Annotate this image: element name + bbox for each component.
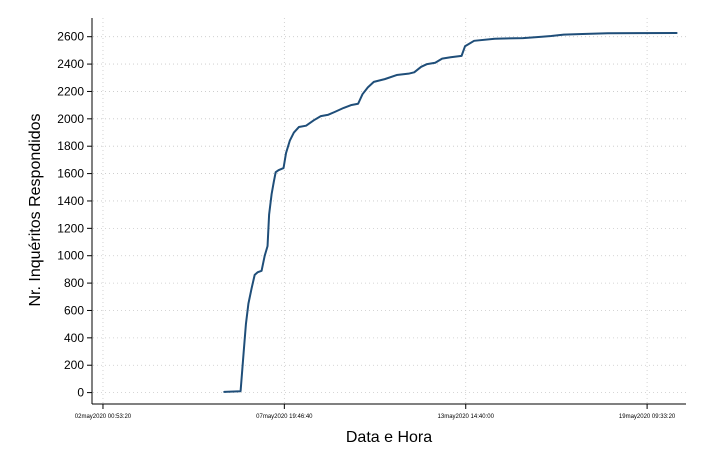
grid-lines xyxy=(93,18,686,403)
series-layer xyxy=(223,32,678,393)
y-tick-label: 800 xyxy=(64,276,84,290)
x-tick-label: 07may2020 19:46:40 xyxy=(256,414,313,420)
series-line xyxy=(223,32,678,393)
x-tick-label: 13may2020 14:40:00 xyxy=(438,414,495,420)
y-tick-label: 1400 xyxy=(57,194,84,208)
y-tick-label: 0 xyxy=(77,386,84,400)
x-axis-ticks: 02may2020 00:53:20 07may2020 19:46:40 13ma… xyxy=(75,404,676,420)
y-tick-label: 600 xyxy=(64,303,84,317)
x-tick-label: 02may2020 00:53:20 xyxy=(75,414,132,420)
y-tick-label: 1000 xyxy=(57,249,84,263)
y-tick-label: 2600 xyxy=(57,30,84,44)
y-tick-label: 1200 xyxy=(57,221,84,235)
y-tick-label: 2000 xyxy=(57,112,84,126)
y-axis-label: Nr. Inquéritos Respondidos xyxy=(27,114,44,307)
x-tick-label: 19may2020 09:33:20 xyxy=(619,414,676,420)
y-tick-label: 1600 xyxy=(57,167,84,181)
y-tick-label: 1800 xyxy=(57,139,84,153)
y-axis-ticks: 0 200 400 600 800 1000 1200 1400 1600 1800 2000 220… xyxy=(57,30,92,400)
y-tick-label: 2400 xyxy=(57,57,84,71)
y-tick-label: 400 xyxy=(64,331,84,345)
y-tick-label: 2200 xyxy=(57,84,84,98)
x-axis-label: Data e Hora xyxy=(346,429,432,446)
y-tick-label: 200 xyxy=(64,358,84,372)
